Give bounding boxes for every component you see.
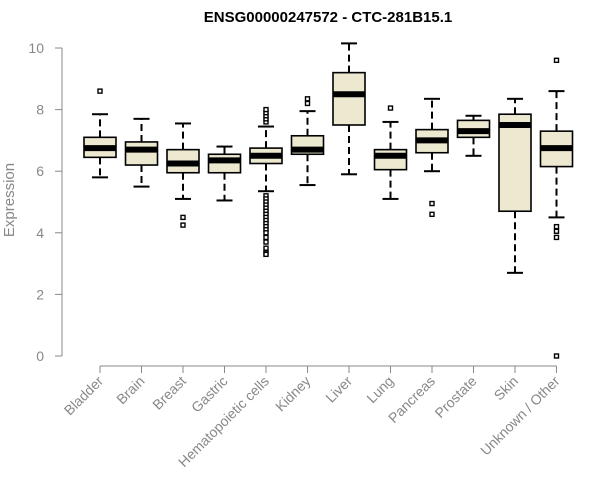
y-tick-label-0: 0 [36, 348, 44, 364]
box-3 [207, 145, 242, 202]
outlier-4-22 [263, 251, 269, 258]
box-4 [249, 106, 283, 258]
box-11 [539, 57, 574, 359]
x-tick-label-0: Bladder [61, 373, 107, 419]
y-tick-label-3: 6 [36, 163, 44, 179]
box-9 [456, 114, 491, 157]
outlier-8-1 [429, 211, 435, 218]
outlier-11-4 [553, 353, 560, 359]
outlier-4-4 [263, 106, 269, 113]
outlier-5-0 [304, 100, 311, 107]
box-0 [83, 88, 117, 179]
box-5 [290, 96, 325, 187]
box-rect-1 [124, 141, 159, 166]
x-tick-label-9: Prostate [431, 373, 479, 421]
outlier-2-1 [180, 222, 186, 228]
x-tick-label-7: Lung [363, 373, 396, 406]
box-2 [166, 122, 200, 228]
outlier-11-1 [553, 223, 560, 230]
x-tick-label-5: Kidney [272, 373, 314, 415]
x-tick-label-10: Skin [491, 373, 522, 404]
box-rect-6 [332, 71, 366, 126]
y-tick-label-1: 2 [36, 286, 44, 302]
outlier-4-18 [263, 234, 269, 241]
outlier-8-0 [429, 200, 435, 207]
outlier-0-0 [97, 88, 103, 94]
outlier-11-0 [553, 57, 560, 64]
x-tick-label-2: Breast [149, 373, 189, 413]
outlier-2-0 [180, 214, 186, 221]
outlier-4-17 [263, 230, 269, 236]
box-7 [373, 105, 408, 200]
boxes-group [83, 42, 574, 359]
outlier-4-19 [263, 239, 269, 245]
box-10 [498, 97, 532, 274]
box-6 [332, 42, 366, 176]
y-axis: 0 2 4 6 8 10 [28, 40, 63, 364]
outlier-11-2 [553, 228, 560, 234]
outlier-4-20 [263, 245, 269, 251]
outlier-11-3 [553, 234, 560, 241]
box-rect-7 [373, 148, 408, 171]
outlier-7-0 [387, 105, 394, 111]
x-tick-label-11: Unknown / Other [477, 373, 563, 459]
x-tick-label-1: Brain [113, 373, 147, 407]
box-rect-3 [207, 153, 242, 174]
chart-title: ENSG00000247572 - CTC-281B15.1 [204, 9, 452, 26]
outlier-5-1 [304, 96, 311, 102]
y-axis-label: Expression [1, 163, 18, 237]
y-tick-label-2: 4 [36, 225, 44, 241]
y-tick-label-5: 10 [28, 40, 44, 56]
y-tick-label-4: 8 [36, 102, 44, 118]
box-1 [124, 117, 159, 188]
x-tick-label-6: Liver [322, 373, 355, 406]
box-rect-10 [498, 113, 532, 213]
box-8 [415, 97, 449, 218]
